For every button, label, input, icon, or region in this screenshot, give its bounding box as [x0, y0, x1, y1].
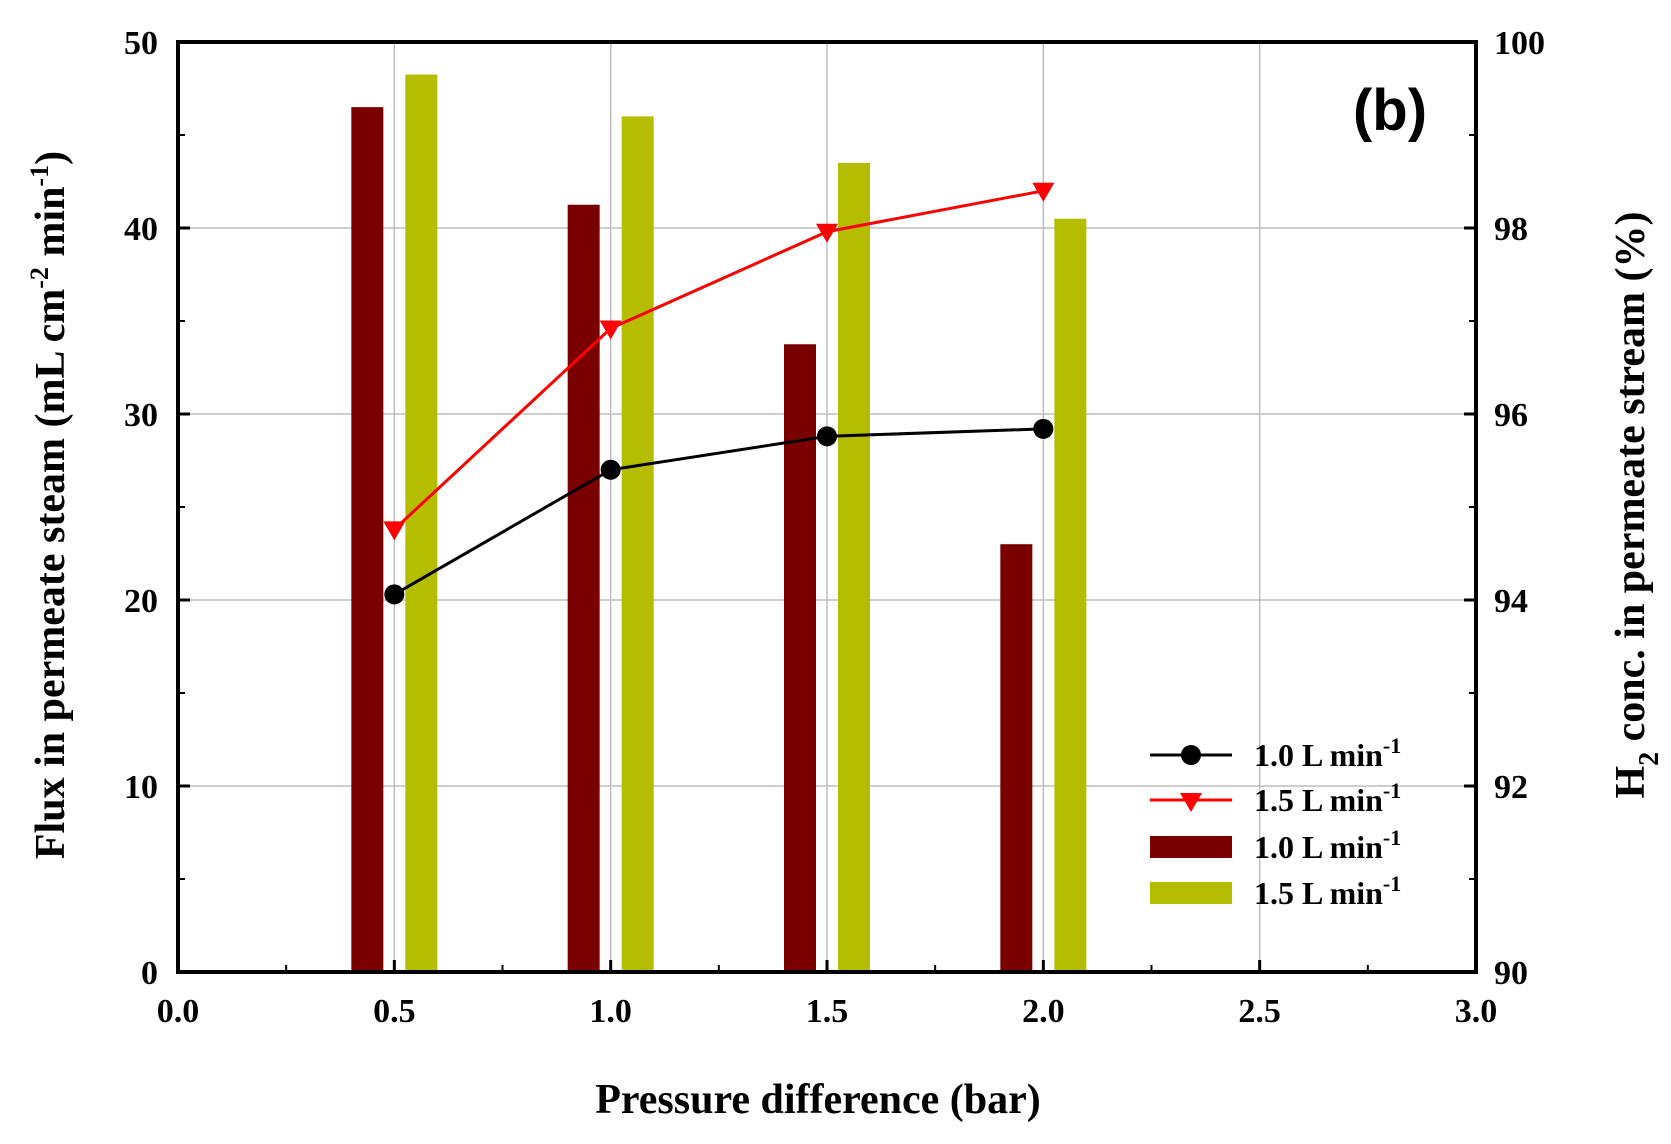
x-tick-label: 3.0 — [1455, 993, 1498, 1030]
legend-swatch-bar-1 — [1150, 836, 1232, 858]
x-tick-label: 0.0 — [157, 993, 200, 1030]
y-left-tick-label: 40 — [124, 211, 158, 248]
y-right-tick-label: 96 — [1494, 397, 1528, 434]
bar-series1-bar — [784, 344, 816, 972]
x-tick-label: 1.0 — [589, 993, 632, 1030]
x-axis-title: Pressure difference (bar) — [595, 1077, 1041, 1123]
line-series1-path — [393, 427, 1044, 596]
legend-marker-circle — [1181, 745, 1201, 765]
bar-series1-bar — [567, 204, 600, 972]
line-series1-point — [600, 459, 621, 480]
y-left-tick-label: 20 — [124, 583, 158, 620]
y-left-tick-label: 30 — [124, 397, 158, 434]
legend: 1.0 L min-1 1.5 L min-1 1.0 L min-1 1.5 … — [1150, 733, 1401, 911]
line-series2-point — [383, 521, 406, 541]
bar-series2-bar — [405, 74, 438, 973]
line-series2-point — [816, 223, 838, 243]
line-series1-point — [817, 426, 837, 447]
y-left-tick-label: 10 — [124, 769, 158, 806]
legend-marker-triangle — [1180, 793, 1202, 812]
bar-series — [351, 74, 1087, 973]
y-right-tick-label: 94 — [1494, 583, 1528, 620]
legend-label-bar-1: 1.0 L min-1 — [1254, 825, 1401, 865]
tick-labels: 0.0 0.5 1.0 1.5 2.0 2.5 3.0 0 10 20 30 40 50 90 92 94 96… — [124, 25, 1545, 1030]
panel-label: (b) — [1353, 78, 1427, 143]
y-right-axis-title: H2 conc. in permeate stream (%) — [1608, 211, 1665, 798]
y-right-tick-label: 100 — [1494, 25, 1545, 62]
y-right-tick-label: 92 — [1494, 769, 1528, 806]
tick-marks — [176, 40, 1478, 974]
x-tick-label: 2.5 — [1238, 993, 1281, 1030]
legend-swatch-bar-2 — [1150, 882, 1232, 904]
y-right-tick-label: 98 — [1494, 211, 1528, 248]
line-series1-point — [384, 584, 405, 605]
y-right-tick-label: 90 — [1494, 955, 1528, 992]
y-left-tick-label: 50 — [124, 25, 158, 62]
line-series2-path — [393, 189, 1044, 531]
x-tick-label: 1.5 — [806, 993, 849, 1030]
bar-series2-bar — [621, 116, 654, 972]
y-left-axis-title: Flux in permeate steam (mL cm-2 min-1) — [25, 151, 74, 859]
x-tick-label: 2.0 — [1022, 993, 1065, 1030]
legend-label-bar-2: 1.5 L min-1 — [1254, 871, 1401, 911]
line-series1-point — [1033, 418, 1054, 439]
line-series2-point — [1032, 182, 1055, 202]
x-tick-label: 0.5 — [373, 993, 416, 1030]
bar-series1-bar — [351, 107, 384, 973]
legend-label-line-2: 1.5 L min-1 — [1254, 778, 1401, 818]
bar-series2-bar — [1054, 218, 1087, 972]
y-left-tick-label: 0 — [141, 955, 158, 992]
line-series2-point — [599, 320, 622, 340]
bar-series2-bar — [838, 162, 870, 972]
legend-label-line-1: 1.0 L min-1 — [1254, 733, 1401, 773]
line-series — [383, 182, 1055, 605]
bar-series1-bar — [1000, 544, 1033, 972]
